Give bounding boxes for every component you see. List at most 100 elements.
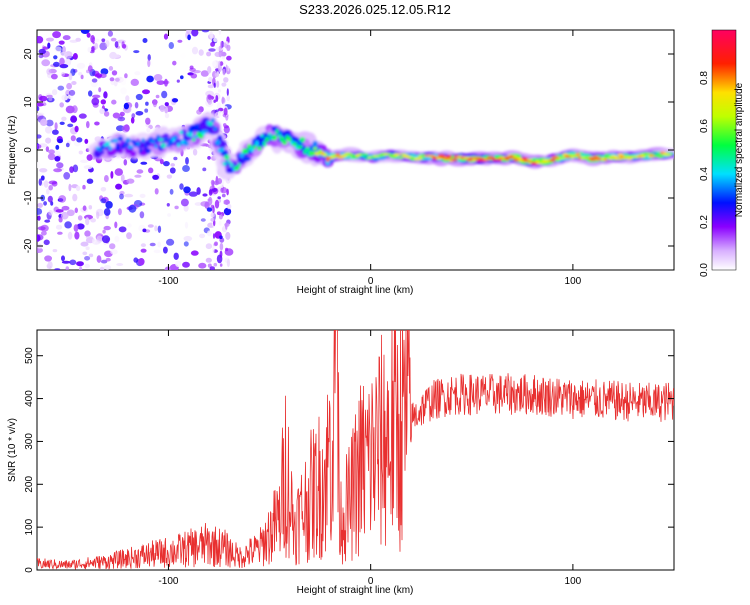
heatmap-noise-blob — [103, 265, 112, 270]
heatmap-noise-blob — [61, 211, 69, 220]
heatmap-noise-blob — [114, 168, 124, 176]
snr-ytick-label: 0 — [24, 567, 35, 573]
heatmap-noise-blob — [75, 185, 81, 192]
heatmap-noise-blob — [104, 175, 109, 183]
heatmap-noise-blob — [196, 187, 201, 195]
heatmap-noise-blob — [123, 102, 129, 110]
heatmap-noise-blob — [53, 61, 60, 67]
heatmap-ytick-label: 20 — [23, 48, 34, 60]
heatmap-noise-blob — [56, 162, 64, 169]
heatmap-noise-blob — [60, 51, 67, 56]
heatmap-noise-blob — [41, 59, 51, 67]
snr-xtick-label: -100 — [158, 576, 178, 587]
heatmap-ridge-blob — [179, 130, 184, 135]
heatmap-noise-blob — [210, 212, 215, 218]
heatmap-noise-blob — [219, 263, 223, 267]
heatmap-noise-blob — [173, 156, 178, 161]
heatmap-noise-blob — [208, 196, 213, 206]
heatmap-noise-blob — [109, 243, 116, 250]
snr-ytick-label: 400 — [24, 390, 35, 407]
heatmap-noise-blob — [208, 77, 213, 82]
heatmap-noise-blob — [88, 253, 94, 258]
heatmap-ridge-blob — [272, 134, 277, 141]
colorbar-tick-label: 0.6 — [699, 119, 710, 133]
heatmap-noise-blob — [206, 51, 212, 57]
heatmap-ridge-blob — [483, 158, 491, 161]
heatmap-noise-blob — [124, 73, 128, 79]
heatmap-noise-blob — [46, 188, 50, 195]
heatmap-noise-blob — [171, 98, 179, 103]
heatmap-noise-blob — [37, 161, 41, 169]
heatmap-ridge-blob — [136, 140, 141, 147]
heatmap-ridge-blob — [415, 157, 423, 161]
heatmap-noise-blob — [65, 266, 70, 270]
snr-ytick-label: 300 — [24, 433, 35, 450]
snr-xtick-label: 100 — [565, 576, 582, 587]
heatmap-noise-blob — [77, 215, 83, 221]
heatmap-noise-blob — [210, 41, 216, 47]
heatmap-noise-blob — [223, 107, 228, 116]
heatmap-ridge-blob — [213, 126, 218, 132]
heatmap-noise-blob — [44, 219, 51, 223]
heatmap-noise-blob — [37, 247, 43, 253]
heatmap-noise-blob — [152, 174, 160, 180]
heatmap-noise-blob — [163, 161, 170, 167]
heatmap-noise-blob — [86, 154, 93, 161]
heatmap-noise-blob — [189, 65, 194, 70]
heatmap-noise-blob — [220, 41, 223, 49]
heatmap-layer — [37, 30, 674, 270]
heatmap-noise-blob — [88, 90, 93, 97]
heatmap-noise-blob — [130, 117, 135, 124]
colorbar-ticks: 0.0 0.2 0.4 0.6 0.8 — [699, 71, 710, 277]
heatmap-noise-blob — [51, 73, 58, 80]
heatmap-noise-blob — [117, 39, 126, 44]
heatmap-noise-blob — [183, 241, 189, 247]
heatmap-noise-blob — [223, 123, 227, 127]
heatmap-ridge-blob — [223, 154, 230, 160]
heatmap-noise — [37, 30, 234, 270]
heatmap-noise-blob — [226, 203, 232, 210]
heatmap-xlabel: Height of straight line (km) — [297, 285, 414, 296]
heatmap-noise-blob — [227, 132, 230, 139]
heatmap-noise-blob — [59, 57, 65, 66]
heatmap-noise-blob — [211, 188, 218, 192]
heatmap-ridge-blob — [233, 165, 240, 171]
heatmap-noise-blob — [154, 225, 158, 232]
heatmap-noise-blob — [136, 169, 144, 174]
heatmap-noise-blob — [174, 205, 179, 210]
heatmap-noise-blob — [225, 231, 231, 240]
heatmap-noise-blob — [102, 229, 106, 234]
heatmap-noise-blob — [166, 203, 170, 207]
heatmap-noise-blob — [198, 49, 204, 56]
heatmap-noise-blob — [169, 167, 176, 174]
heatmap-noise-blob — [152, 99, 157, 108]
heatmap-noise-blob — [198, 262, 207, 269]
heatmap-noise-blob — [46, 37, 54, 42]
colorbar-label: Normalized spectral amplitude — [734, 82, 745, 217]
heatmap-noise-blob — [70, 115, 77, 123]
heatmap-noise-blob — [207, 66, 211, 73]
heatmap-noise-blob — [37, 202, 43, 208]
heatmap-noise-blob — [103, 225, 111, 231]
heatmap-noise-blob — [217, 196, 221, 200]
heatmap-ridge-blob — [449, 158, 459, 161]
heatmap-noise-blob — [182, 165, 190, 172]
heatmap-noise-blob — [190, 73, 198, 79]
heatmap-noise-blob — [37, 134, 42, 139]
heatmap-noise-blob — [226, 258, 230, 268]
heatmap-noise-blob — [41, 230, 47, 236]
heatmap-noise-blob — [67, 123, 74, 128]
colorbar-tick-label: 0.2 — [699, 215, 710, 229]
heatmap-noise-blob — [45, 137, 52, 144]
heatmap-noise-blob — [207, 94, 212, 100]
heatmap-ridge-blob — [203, 129, 209, 134]
heatmap-noise-blob — [91, 78, 98, 83]
heatmap-noise-blob — [85, 236, 94, 240]
heatmap-noise-blob — [219, 235, 223, 239]
heatmap-noise-blob — [192, 148, 198, 156]
heatmap-ridge-blob — [252, 144, 256, 150]
heatmap-noise-blob — [114, 41, 119, 48]
heatmap-noise-blob — [100, 259, 108, 264]
heatmap-noise-blob — [66, 82, 72, 90]
heatmap-noise-blob — [59, 121, 65, 126]
